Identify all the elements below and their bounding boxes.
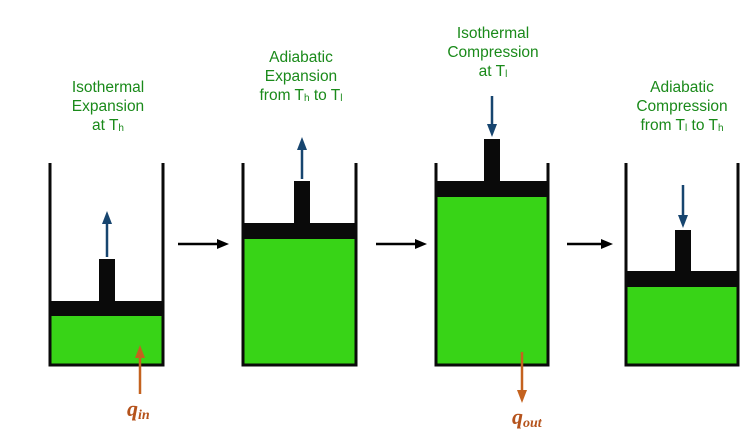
piston-head	[436, 181, 548, 197]
piston-head	[626, 271, 738, 287]
gas-volume	[436, 196, 548, 365]
stage-2-subtitle: Expansion	[264, 68, 338, 85]
gas-volume	[243, 238, 356, 365]
cylinder-2	[241, 137, 358, 367]
piston-arrow-down-icon	[487, 96, 497, 137]
stage-1-subtitle: Expansion	[71, 98, 145, 115]
stage-1-title: Isothermal	[71, 79, 145, 96]
heat-in-label: qin	[127, 396, 150, 423]
stage-4-label: Adiabatic Compression from Tl to Th	[612, 78, 748, 138]
piston-rod	[675, 230, 691, 272]
cylinder-3	[434, 96, 550, 367]
heat-out-arrow-icon	[517, 352, 527, 403]
gas-volume	[50, 315, 163, 365]
heat-out-label: qout	[512, 404, 542, 431]
piston-arrow-down-icon	[678, 185, 688, 228]
stage-4-temperature: from Tl to Th	[640, 117, 724, 134]
piston-rod	[484, 139, 500, 182]
stage-4-title: Adiabatic	[650, 79, 714, 96]
piston-rod	[99, 259, 115, 302]
cylinder-4	[624, 163, 740, 367]
piston-arrow-up-icon	[102, 211, 112, 257]
stage-2-title: Adiabatic	[269, 49, 333, 66]
step-arrow-icon	[376, 239, 427, 249]
stage-3-temperature: at Tl	[478, 63, 508, 80]
piston-rod	[294, 181, 310, 224]
gas-volume	[626, 286, 738, 365]
heat-in-arrow-icon	[135, 345, 145, 394]
stage-2-temperature: from Th to Tl	[259, 87, 343, 104]
cylinder-1	[48, 163, 165, 367]
stage-3-label: Isothermal Compression at Tl	[418, 24, 568, 84]
stage-2-label: Adiabatic Expansion from Th to Tl	[226, 48, 376, 108]
step-arrow-icon	[178, 239, 229, 249]
step-arrow-icon	[567, 239, 613, 249]
stage-3-title: Isothermal	[456, 25, 530, 42]
piston-arrow-up-icon	[297, 137, 307, 179]
stage-1-label: Isothermal Expansion at Th	[38, 78, 178, 138]
stage-3-subtitle: Compression	[447, 44, 539, 61]
piston-head	[50, 301, 163, 316]
stage-4-subtitle: Compression	[636, 98, 728, 115]
piston-head	[243, 223, 356, 239]
stage-1-temperature: at Th	[92, 117, 124, 134]
